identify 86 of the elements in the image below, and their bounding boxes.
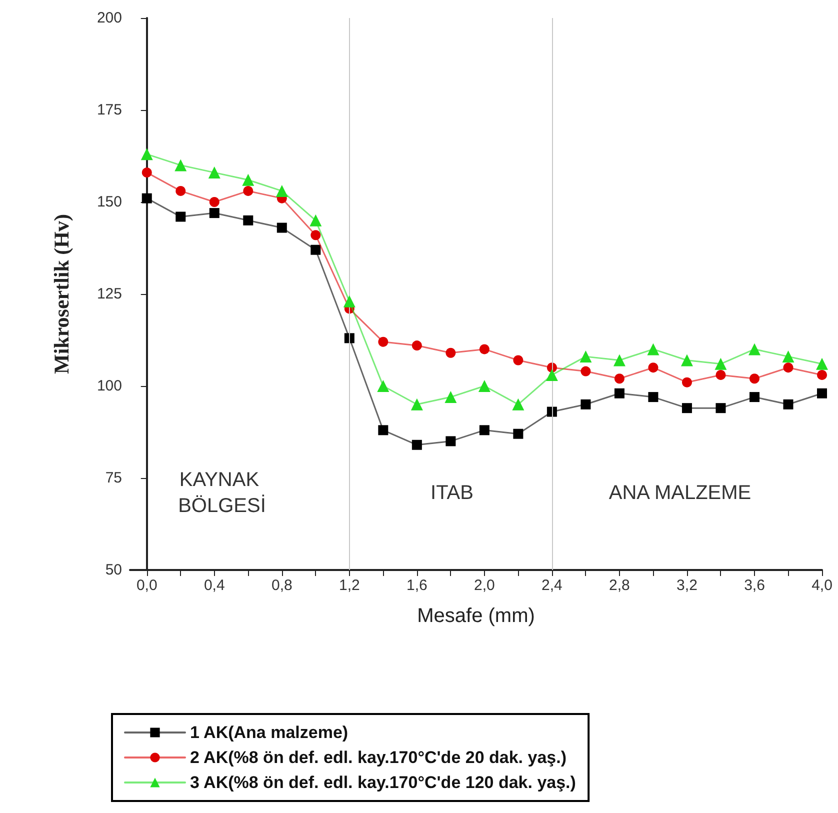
point [749, 392, 760, 402]
point [750, 374, 760, 384]
point [580, 366, 591, 376]
y-tick-label: 200 [96, 10, 122, 26]
annotation: ANA MALZEME [608, 482, 752, 504]
x-tick-label: 2,8 [609, 577, 630, 594]
point [243, 215, 254, 226]
point [647, 343, 660, 356]
point [412, 340, 422, 351]
point [209, 197, 220, 207]
y-tick-label: 75 [105, 470, 122, 486]
point [276, 222, 287, 233]
point [378, 425, 388, 436]
point [243, 186, 254, 196]
point [140, 148, 153, 160]
point [513, 428, 524, 439]
x-tick-label: 1,2 [338, 577, 360, 594]
point [682, 377, 692, 388]
legend-label: 3 AK(%8 ön def. edl. kay.170°C'de 120 dak. yaş.) [190, 773, 576, 792]
point [513, 355, 524, 366]
point [446, 436, 456, 446]
point [412, 440, 422, 450]
x-tick-label: 2,0 [474, 577, 495, 594]
point [478, 380, 490, 392]
x-tick-label: 2,4 [542, 577, 562, 594]
point [176, 186, 186, 196]
x-tick-label: 0,4 [204, 577, 225, 594]
point [782, 350, 794, 363]
point [310, 230, 321, 240]
point [748, 343, 760, 356]
point [682, 403, 692, 414]
y-tick-label: 100 [96, 378, 122, 394]
point [378, 336, 388, 347]
point [142, 168, 152, 178]
x-axis-title: Mesafe (mm) [417, 605, 535, 627]
point [377, 380, 390, 392]
point [343, 295, 356, 308]
point [614, 388, 624, 398]
point [614, 374, 624, 384]
legend-label: 2 AK(%8 ön def. edl. kay.170°C'de 20 dak. yaş.) [190, 748, 566, 767]
point [546, 368, 558, 381]
point [716, 370, 726, 380]
point [680, 354, 693, 366]
x-tick-label: 3,6 [744, 577, 765, 594]
point [817, 388, 827, 398]
x-tick-label: 1,6 [406, 577, 428, 594]
point [580, 350, 592, 363]
x-tick-label: 0,0 [136, 577, 158, 594]
point [310, 214, 322, 226]
x-tick-label: 0,8 [271, 577, 292, 594]
annotation: ITAB [430, 482, 474, 504]
point [546, 406, 557, 417]
point [714, 358, 727, 370]
point [310, 244, 321, 255]
point [783, 399, 794, 410]
point [817, 370, 827, 380]
y-tick-label: 150 [96, 194, 122, 210]
point [242, 174, 254, 186]
x-tick-label: 4,0 [812, 577, 832, 594]
point [613, 354, 626, 366]
point [208, 166, 220, 179]
point [444, 391, 457, 404]
point [783, 362, 794, 373]
point [446, 348, 456, 358]
y-tick-label: 125 [96, 286, 122, 302]
point [648, 392, 658, 402]
point [479, 344, 490, 354]
point [209, 208, 220, 218]
point [816, 358, 828, 370]
point [174, 159, 187, 172]
point [580, 399, 591, 410]
point [716, 403, 726, 414]
point [276, 184, 288, 197]
y-axis-title: Mikrosertlik (Hv) [50, 214, 74, 374]
x-tick-label: 3,2 [676, 577, 698, 594]
annotation: KAYNAK BÖLGESİ [178, 469, 266, 517]
y-tick-label: 175 [96, 102, 122, 118]
point [176, 212, 186, 222]
point [344, 333, 354, 344]
point [479, 425, 490, 436]
point [648, 362, 658, 373]
point [142, 193, 152, 204]
point [512, 398, 524, 410]
legend-label: 1 AK(Ana malzeme) [190, 723, 348, 742]
y-tick-label: 50 [105, 562, 122, 578]
point [410, 398, 423, 410]
